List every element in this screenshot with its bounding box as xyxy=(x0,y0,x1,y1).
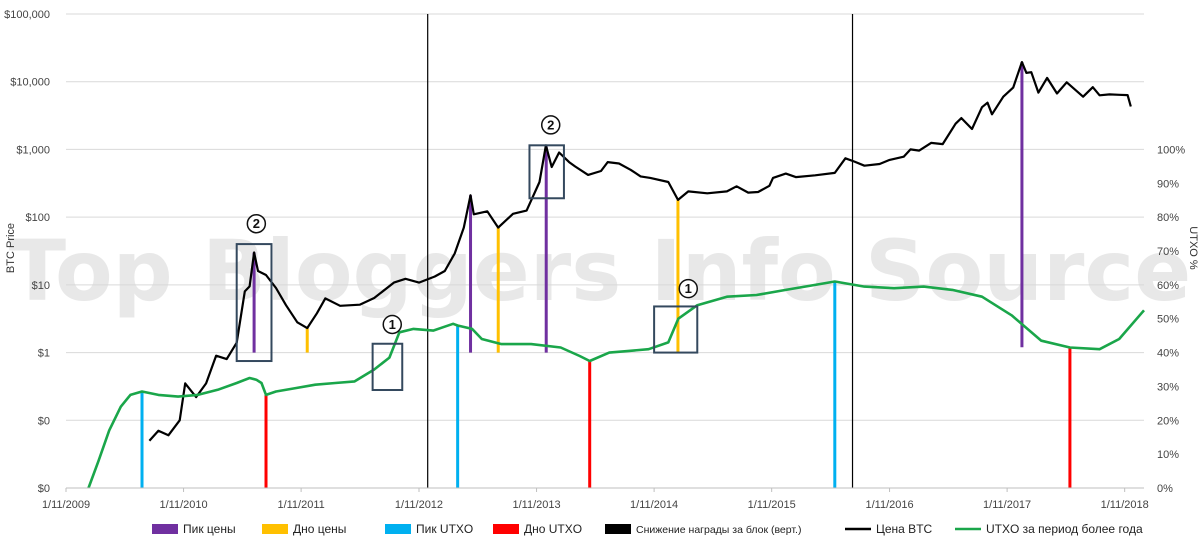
annotation-label: 1 xyxy=(389,317,396,332)
legend-label: Снижение награды за блок (верт.) xyxy=(636,524,801,536)
y-right-tick-label: 0% xyxy=(1157,483,1173,495)
legend-swatch xyxy=(152,524,178,534)
annotation-circle xyxy=(678,278,699,299)
annotation-label: 2 xyxy=(253,216,260,231)
annotation-box xyxy=(235,243,273,363)
y-right-tick-label: 60% xyxy=(1157,280,1179,292)
y-right-tick-label: 20% xyxy=(1157,415,1179,427)
legend-swatch xyxy=(262,524,288,534)
annotation-circle xyxy=(540,115,561,135)
y-left-tick-label: $10 xyxy=(32,280,50,292)
legend-label: UTXO за период более года xyxy=(986,522,1143,536)
y-right-tick-label: 80% xyxy=(1157,212,1179,224)
y-left-tick-label: $0 xyxy=(38,483,50,495)
x-tick-label: 1/11/2013 xyxy=(512,499,560,511)
utxo-line xyxy=(87,280,1145,489)
x-tick-label: 1/11/2017 xyxy=(983,499,1031,511)
y-left-tick-label: $10,000 xyxy=(10,77,50,89)
legend-swatch xyxy=(605,524,631,534)
x-tick-label: 1/11/2009 xyxy=(42,499,90,511)
legend-label: Пик цены xyxy=(183,522,236,536)
legend-swatch xyxy=(493,524,519,534)
y-left-tick-label: $1 xyxy=(38,348,50,360)
annotation-box xyxy=(653,305,699,354)
x-tick-label: 1/11/2012 xyxy=(395,499,443,511)
annotation-box xyxy=(371,342,404,392)
x-tick-label: 1/11/2014 xyxy=(630,499,678,511)
gridlines xyxy=(66,13,1144,489)
y-left-tick-label: $100 xyxy=(26,212,50,224)
watermark-text: Top Bloggers Info Source xyxy=(9,222,1191,320)
legend-label: Цена BTC xyxy=(876,522,933,536)
annotation-boxes: 2 1 2 1 xyxy=(235,115,699,392)
y-right-tick-label: 70% xyxy=(1157,246,1179,258)
y-right-tick-label: 90% xyxy=(1157,178,1179,190)
legend-label: Пик UTXO xyxy=(416,522,473,536)
x-tick-label: 1/11/2010 xyxy=(159,499,207,511)
x-tick-label: 1/11/2018 xyxy=(1101,499,1149,511)
series-lines xyxy=(87,60,1145,489)
vertical-markers xyxy=(140,14,1072,488)
annotation-circle xyxy=(246,213,267,234)
y-right-axis-title: UTXO % xyxy=(1187,226,1199,270)
x-tick-label: 1/11/2016 xyxy=(865,499,913,511)
y-right-tick-label: 30% xyxy=(1157,381,1179,393)
y-right-tick-label: 50% xyxy=(1157,314,1179,326)
y-right-tick-label: 10% xyxy=(1157,449,1179,461)
y-right-tick-label: 40% xyxy=(1157,348,1179,360)
legend-swatch xyxy=(385,524,411,534)
y-left-tick-label: $100,000 xyxy=(4,9,50,21)
legend: Пик цены Дно цены Пик UTXO Дно UTXO Снижение… xyxy=(152,522,1143,536)
y-right-tick-label: 100% xyxy=(1157,144,1185,156)
annotation-circle xyxy=(382,314,403,335)
btc-price-line xyxy=(148,60,1132,442)
legend-label: Дно цены xyxy=(293,522,346,536)
annotation-label: 2 xyxy=(547,117,554,132)
x-tick-label: 1/11/2011 xyxy=(277,499,324,511)
annotation-label: 1 xyxy=(685,281,692,296)
annotation-box xyxy=(528,144,565,200)
x-tick-label: 1/11/2015 xyxy=(748,499,796,511)
axes: $100,000 $10,000 $1,000 $100 $10 $1 $0 $0 100% 90… xyxy=(4,9,1185,511)
y-left-tick-label: $1,000 xyxy=(16,144,50,156)
y-left-tick-label: $0 xyxy=(38,415,50,427)
legend-label: Дно UTXO xyxy=(524,522,582,536)
y-left-axis-title: BTC Price xyxy=(5,223,17,273)
